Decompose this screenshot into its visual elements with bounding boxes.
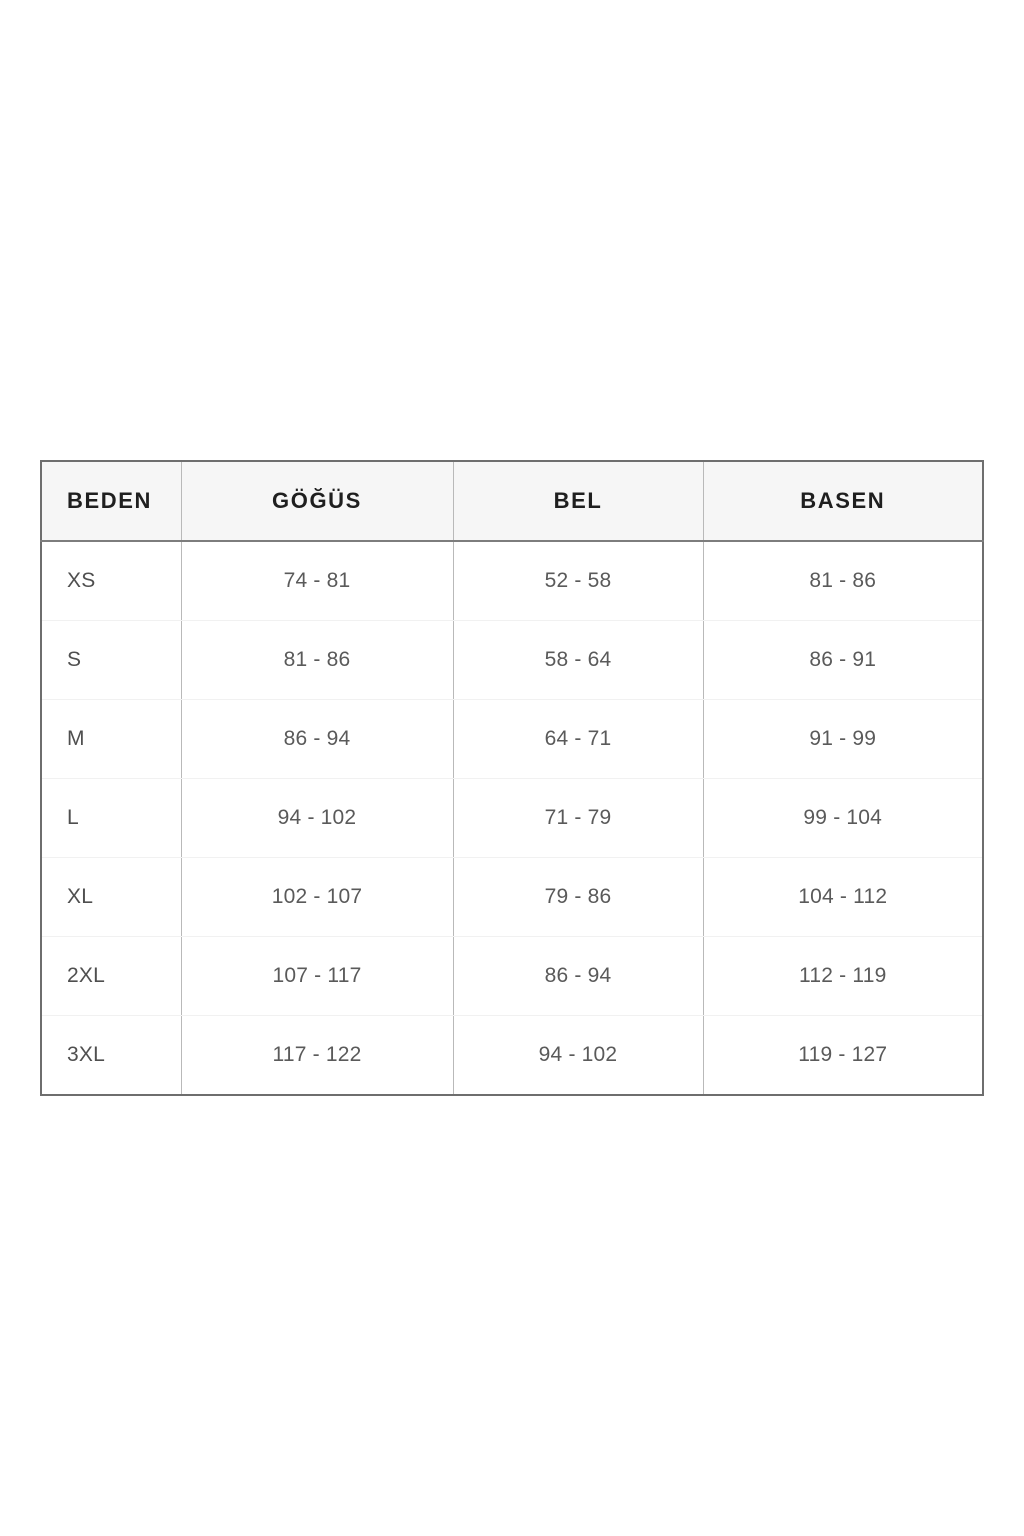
cell-bel: 64 - 71 xyxy=(453,699,704,779)
table-body: XS 74 - 81 52 - 58 81 - 86 S 81 - 86 58 … xyxy=(41,541,983,1095)
table-row: 2XL 107 - 117 86 - 94 112 - 119 xyxy=(41,936,983,1016)
column-header-basen: BASEN xyxy=(703,461,983,542)
cell-gogus: 81 - 86 xyxy=(181,620,454,700)
cell-gogus: 94 - 102 xyxy=(181,778,454,858)
cell-basen: 104 - 112 xyxy=(703,857,983,937)
size-chart-table: BEDEN GÖĞÜS BEL BASEN XS 74 - 81 52 - 58… xyxy=(40,460,984,1096)
column-header-gogus: GÖĞÜS xyxy=(181,461,454,542)
cell-gogus: 107 - 117 xyxy=(181,936,454,1016)
cell-basen: 112 - 119 xyxy=(703,936,983,1016)
cell-beden: S xyxy=(41,620,182,700)
cell-basen: 91 - 99 xyxy=(703,699,983,779)
size-chart-table-container: BEDEN GÖĞÜS BEL BASEN XS 74 - 81 52 - 58… xyxy=(40,460,984,1096)
table-header: BEDEN GÖĞÜS BEL BASEN xyxy=(41,461,983,542)
cell-basen: 81 - 86 xyxy=(703,541,983,621)
cell-beden: XS xyxy=(41,541,182,621)
table-row: S 81 - 86 58 - 64 86 - 91 xyxy=(41,620,983,700)
cell-bel: 86 - 94 xyxy=(453,936,704,1016)
cell-basen: 86 - 91 xyxy=(703,620,983,700)
cell-bel: 94 - 102 xyxy=(453,1015,704,1095)
table-row: XL 102 - 107 79 - 86 104 - 112 xyxy=(41,857,983,937)
cell-beden: 3XL xyxy=(41,1015,182,1095)
cell-bel: 58 - 64 xyxy=(453,620,704,700)
cell-gogus: 86 - 94 xyxy=(181,699,454,779)
cell-gogus: 117 - 122 xyxy=(181,1015,454,1095)
table-row: M 86 - 94 64 - 71 91 - 99 xyxy=(41,699,983,779)
table-row: L 94 - 102 71 - 79 99 - 104 xyxy=(41,778,983,858)
cell-beden: M xyxy=(41,699,182,779)
cell-basen: 99 - 104 xyxy=(703,778,983,858)
column-header-beden: BEDEN xyxy=(41,461,182,542)
cell-gogus: 102 - 107 xyxy=(181,857,454,937)
cell-gogus: 74 - 81 xyxy=(181,541,454,621)
cell-beden: XL xyxy=(41,857,182,937)
cell-beden: L xyxy=(41,778,182,858)
table-row: XS 74 - 81 52 - 58 81 - 86 xyxy=(41,541,983,621)
cell-bel: 52 - 58 xyxy=(453,541,704,621)
cell-bel: 79 - 86 xyxy=(453,857,704,937)
cell-basen: 119 - 127 xyxy=(703,1015,983,1095)
column-header-bel: BEL xyxy=(453,461,704,542)
table-header-row: BEDEN GÖĞÜS BEL BASEN xyxy=(41,461,983,542)
table-row: 3XL 117 - 122 94 - 102 119 - 127 xyxy=(41,1015,983,1095)
cell-beden: 2XL xyxy=(41,936,182,1016)
cell-bel: 71 - 79 xyxy=(453,778,704,858)
